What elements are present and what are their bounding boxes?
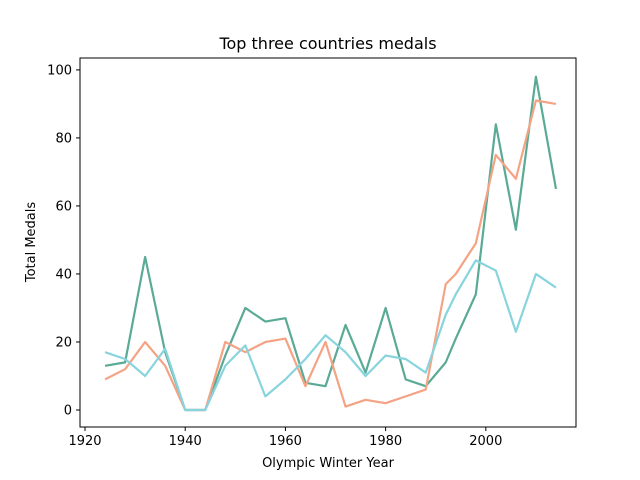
y-tick-label: 20 xyxy=(55,335,72,350)
x-tick-label: 1960 xyxy=(269,434,302,449)
y-axis-label: Total Medals xyxy=(24,202,39,284)
y-tick-label: 100 xyxy=(47,63,72,78)
y-tick-label: 80 xyxy=(55,131,72,146)
y-axis: 0 20 40 60 80 100 xyxy=(47,63,80,418)
x-axis-label: Olympic Winter Year xyxy=(262,456,395,471)
plot-area-frame xyxy=(79,57,577,428)
series-layer xyxy=(104,75,558,412)
x-axis: 1920 1940 1960 1980 2000 xyxy=(68,427,502,449)
x-tick-label: 1920 xyxy=(68,434,101,449)
x-tick-label: 1980 xyxy=(369,434,402,449)
x-tick-label: 1940 xyxy=(169,434,202,449)
chart-title: Top three countries medals xyxy=(218,34,436,53)
series-line-3 xyxy=(104,259,557,412)
y-tick-label: 0 xyxy=(64,403,72,418)
y-tick-label: 60 xyxy=(55,199,72,214)
y-tick-label: 40 xyxy=(55,267,72,282)
x-tick-label: 2000 xyxy=(469,434,502,449)
